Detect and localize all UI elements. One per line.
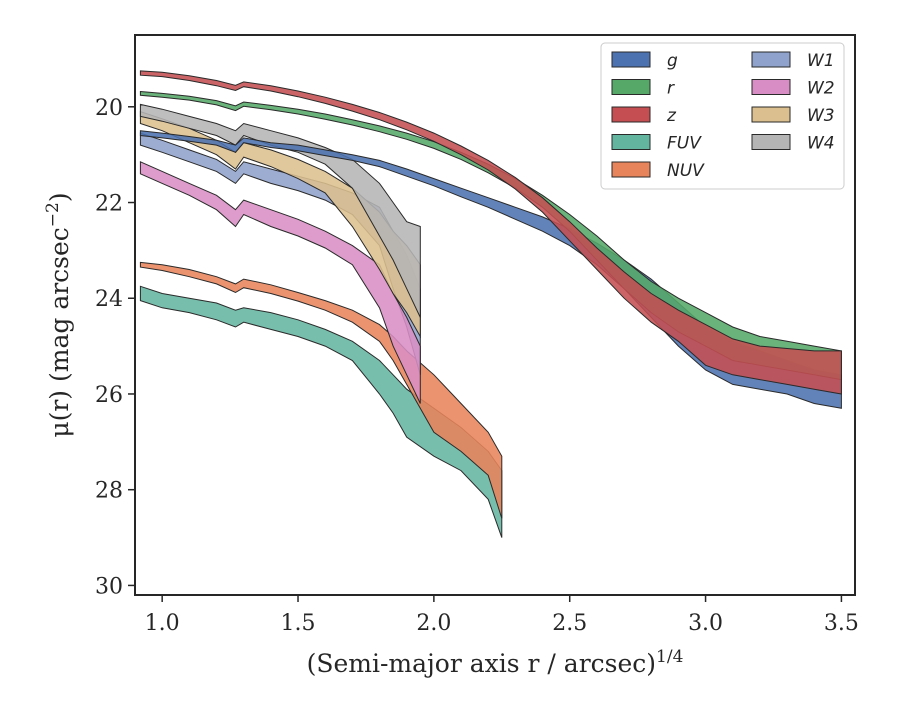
x-axis: 1.0 1.5 2.0 2.5 3.0 3.5: [145, 595, 859, 636]
legend-swatch-g: [611, 51, 651, 68]
legend-swatch-w4: [751, 134, 791, 150]
series-bands: [139, 70, 842, 538]
y-tick-label: 26: [95, 383, 123, 408]
x-tick-label: 1.5: [281, 611, 316, 636]
legend-label-w3: W3: [807, 106, 835, 126]
legend: grz FUV NUV W1 W2 W3 W4: [600, 42, 845, 190]
legend-swatch-w3: [751, 106, 791, 123]
y-tick-label: 22: [95, 192, 123, 217]
y-tick-label: 30: [95, 574, 123, 599]
x-tick-label: 2.5: [552, 611, 587, 636]
x-axis-label: (Semi-major axis r / arcsec)1/4: [307, 647, 684, 678]
legend-swatch-nuv: [611, 161, 651, 178]
y-axis: 20 22 24 26 28 30: [95, 96, 135, 599]
legend-label-nuv: NUV: [667, 161, 705, 181]
legend-label-w4: W4: [807, 134, 835, 154]
legend-label-z: z: [666, 106, 677, 126]
legend-label-r: r: [667, 79, 675, 99]
band-nuv: [139, 261, 503, 519]
legend-swatch-w1: [751, 51, 791, 68]
legend-swatch-r: [611, 79, 651, 95]
legend-swatch-z: [611, 106, 651, 123]
legend-label-g: g: [667, 51, 678, 71]
y-tick-label: 28: [95, 479, 123, 504]
x-tick-label: 3.0: [688, 611, 723, 636]
band-w2: [139, 161, 421, 404]
plot-frame: [134, 34, 856, 596]
legend-swatch-w2: [751, 79, 791, 95]
legend-label-fuv: FUV: [667, 134, 702, 154]
x-tick-label: 1.0: [145, 611, 180, 636]
y-tick-label: 20: [95, 96, 123, 121]
band-z: [139, 70, 842, 395]
legend-label-w1: W1: [807, 51, 835, 71]
y-axis-label: μ(r) (mag arcsec−2): [43, 192, 74, 437]
x-tick-label: 3.5: [824, 611, 859, 636]
y-tick-label: 24: [95, 287, 123, 312]
legend-swatch-fuv: [611, 134, 651, 150]
legend-label-w2: W2: [807, 79, 835, 99]
x-tick-label: 2.0: [416, 611, 451, 636]
